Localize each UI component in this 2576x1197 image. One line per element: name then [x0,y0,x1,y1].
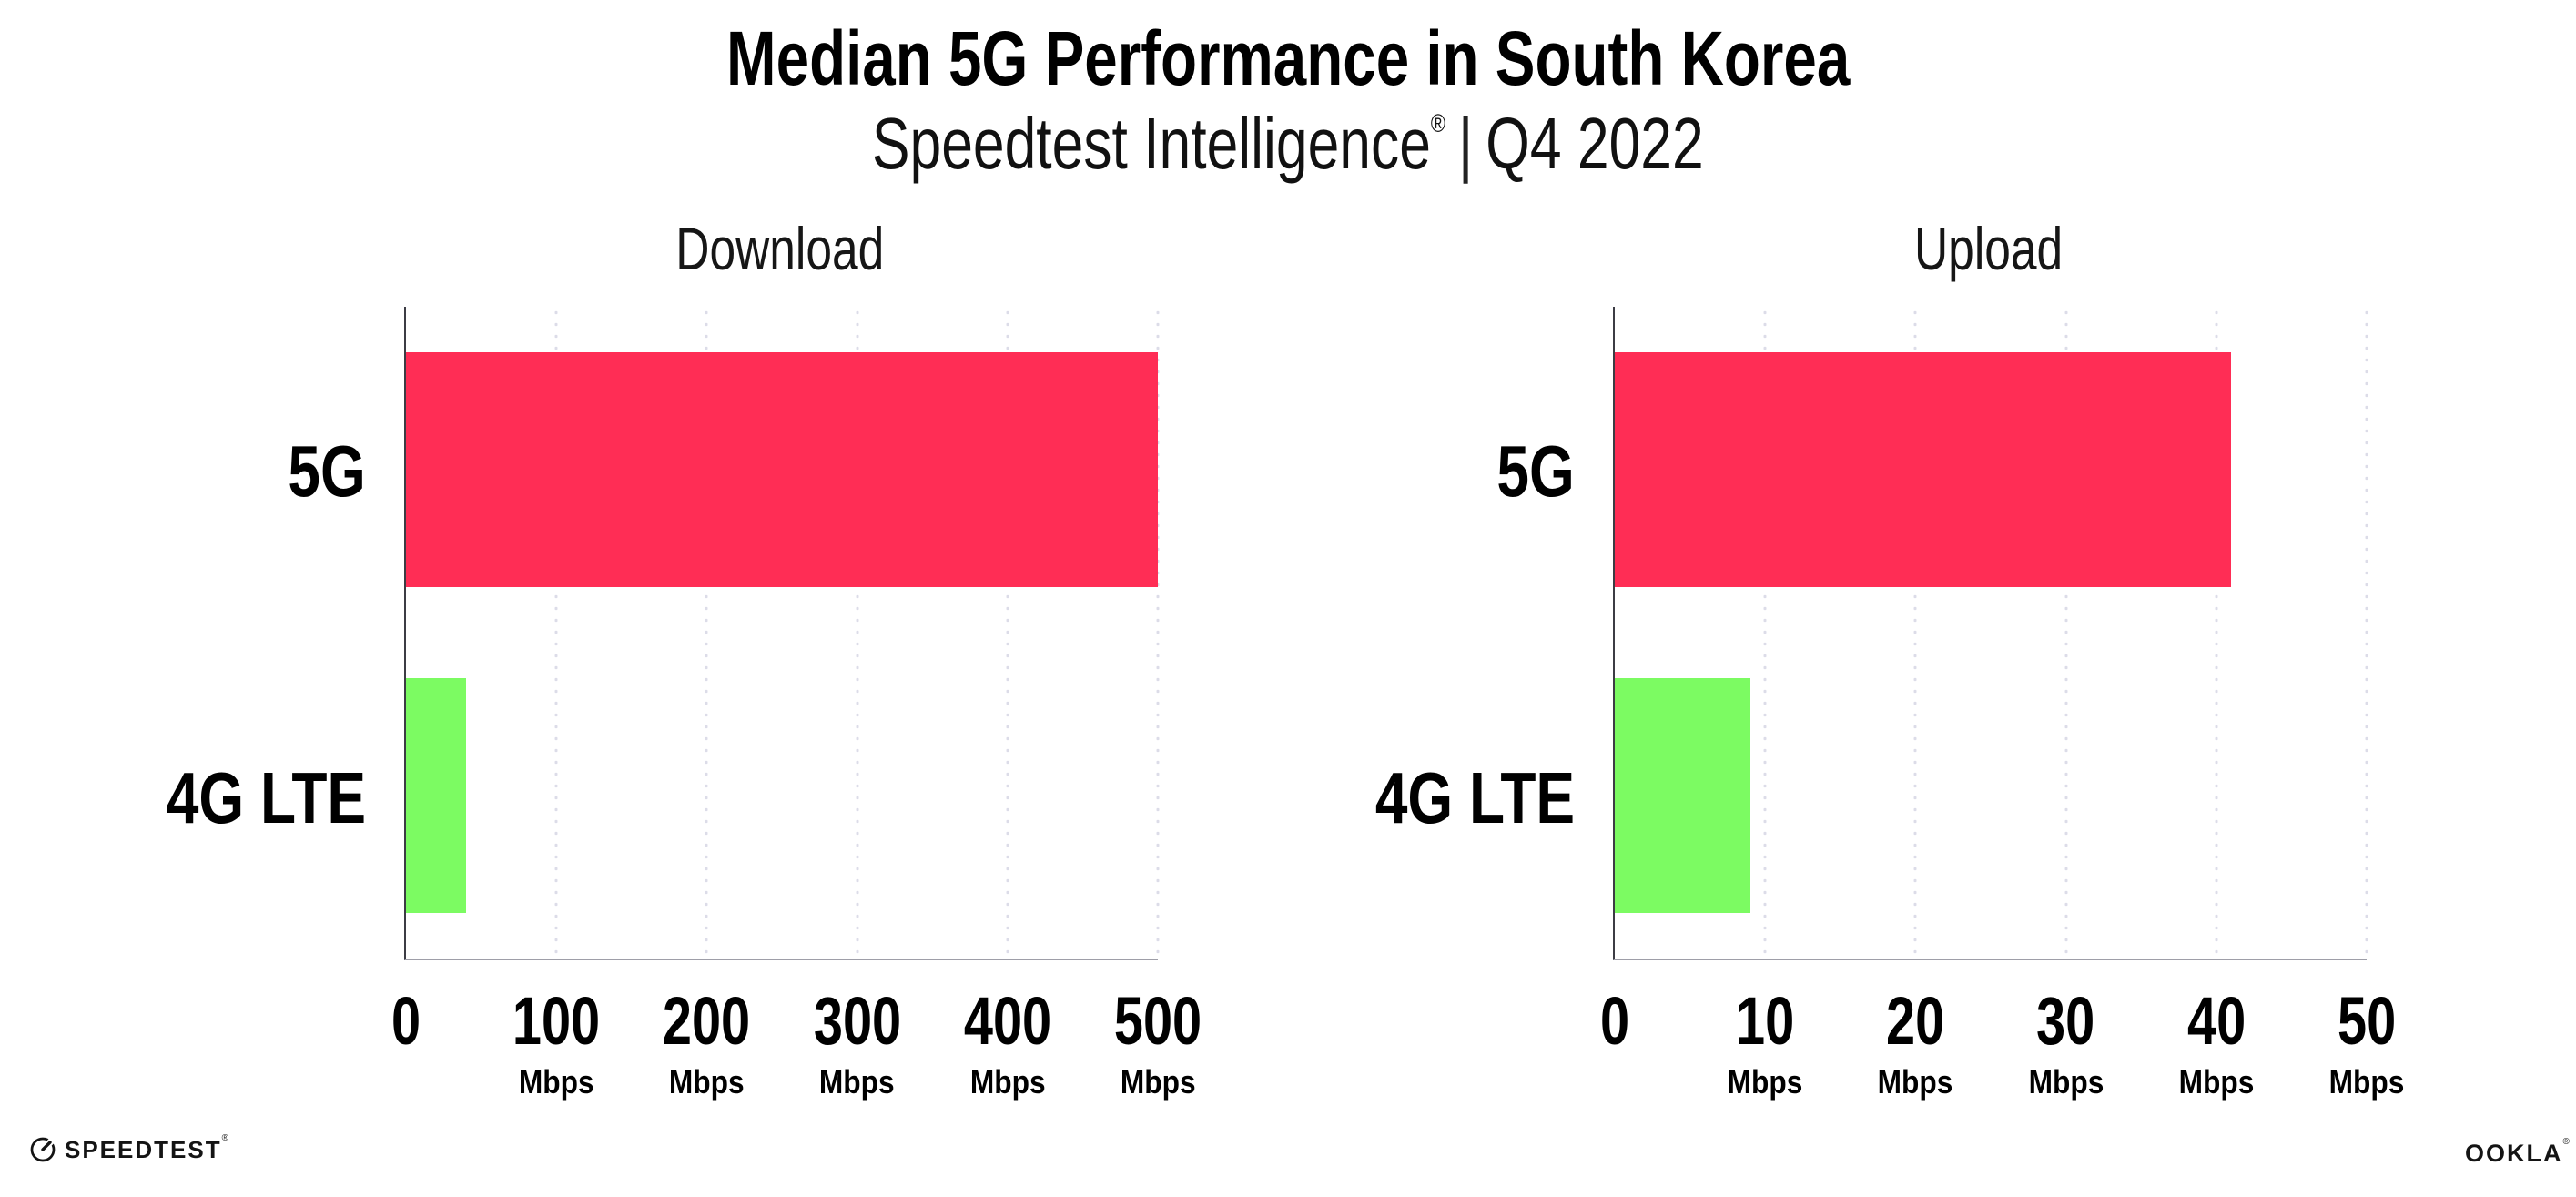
speedtest-gauge-icon [29,1136,56,1163]
x-tick: 400 Mbps [951,988,1063,1099]
x-tick-value: 100 [512,983,601,1059]
subtitle-period: Q4 2022 [1486,103,1704,184]
x-tick: 200 Mbps [651,988,763,1099]
gridline [1913,307,1917,959]
gridline [2064,307,2068,959]
x-tick-unit: Mbps [1120,1063,1196,1101]
x-tick-value: 30 [2036,983,2095,1059]
download-chart-title: Download [675,215,885,282]
speedtest-logo: SPEEDTEST® [29,1133,230,1163]
y-label-4g-lte: 4G LTE [1374,757,1575,838]
gridline [2365,307,2368,959]
x-tick-value: 0 [1599,983,1630,1059]
x-tick-value: 40 [2186,983,2246,1059]
ookla-wordmark: OOKLA [2465,1140,2563,1167]
download-chart: Download 5G 4G LTE 0 100 Mbps 200 Mbps 300 Mbp… [0,218,1367,1129]
x-tick-unit: Mbps [969,1063,1046,1101]
ookla-logo: OOKLA® [2465,1138,2571,1167]
x-tick-unit: Mbps [2328,1063,2405,1101]
x-tick: 20 Mbps [1872,988,1958,1099]
x-tick-unit: Mbps [518,1063,594,1101]
x-tick-unit: Mbps [2178,1063,2255,1101]
gridline [2215,307,2218,959]
x-tick: 0 [1596,988,1633,1055]
x-tick-value: 10 [1736,983,1795,1059]
bar-4g-lte-upload [1615,678,1750,913]
gridline [554,307,558,959]
gridline [705,307,708,959]
speedtest-wordmark: SPEEDTEST® [65,1133,230,1163]
bar-5g-upload [1615,352,2232,587]
x-tick: 10 Mbps [1722,988,1808,1099]
upload-chart: Upload 5G 4G LTE 0 10 Mbps 20 Mbps 30 Mbps 40 Mb… [1209,218,2576,1129]
page-title: Median 5G Performance in South Korea [725,15,1851,101]
x-tick: 0 [387,988,424,1055]
subtitle-separator: | [1458,103,1474,184]
x-tick-value: 50 [2337,983,2397,1059]
bar-5g-download [406,352,1158,587]
x-tick-unit: Mbps [2028,1063,2104,1101]
x-tick-value: 300 [813,983,901,1059]
y-label-5g: 5G [1496,431,1575,512]
download-plot-area: 0 100 Mbps 200 Mbps 300 Mbps 400 Mbps 500 Mbps [391,307,1202,1099]
y-label-5g: 5G [288,431,366,512]
x-tick-value: 200 [663,983,751,1059]
x-tick-value: 500 [1113,983,1202,1059]
x-tick-unit: Mbps [669,1063,745,1101]
x-tick: 100 Mbps [500,988,612,1099]
x-tick: 50 Mbps [2324,988,2409,1099]
bar-4g-lte-download [406,678,467,913]
x-tick: 30 Mbps [2023,988,2109,1099]
upload-chart-title: Upload [1914,215,2064,282]
gridline [1763,307,1767,959]
gridline [1006,307,1009,959]
registered-mark: ® [1431,109,1446,137]
x-tick-value: 0 [390,983,421,1059]
x-tick-value: 20 [1886,983,1945,1059]
x-tick-unit: Mbps [819,1063,895,1101]
x-tick: 300 Mbps [801,988,913,1099]
y-label-4g-lte: 4G LTE [166,757,366,838]
x-tick-unit: Mbps [1727,1063,1803,1101]
page-subtitle: Speedtest Intelligence® | Q4 2022 [0,107,2576,180]
registered-mark: ® [2562,1137,2571,1147]
subtitle-brand: Speedtest Intelligence [872,103,1432,184]
gridline [1156,307,1160,959]
x-tick-unit: Mbps [1878,1063,1953,1101]
registered-mark: ® [221,1133,230,1143]
upload-plot-area: 0 10 Mbps 20 Mbps 30 Mbps 40 Mbps 50 Mbps [1600,307,2404,1099]
x-tick: 500 Mbps [1101,988,1213,1099]
x-tick-value: 400 [963,983,1051,1059]
x-tick: 40 Mbps [2174,988,2259,1099]
gridline [856,307,859,959]
